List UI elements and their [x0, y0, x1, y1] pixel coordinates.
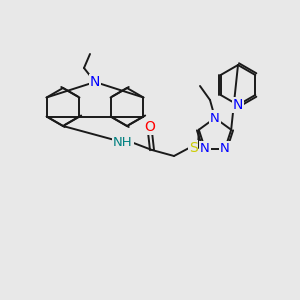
Text: N: N [233, 98, 243, 112]
Text: O: O [145, 120, 155, 134]
Text: S: S [189, 141, 197, 155]
Text: N: N [200, 142, 210, 155]
Text: N: N [220, 142, 230, 155]
Text: N: N [90, 75, 100, 89]
Text: N: N [210, 112, 220, 124]
Text: NH: NH [113, 136, 133, 148]
